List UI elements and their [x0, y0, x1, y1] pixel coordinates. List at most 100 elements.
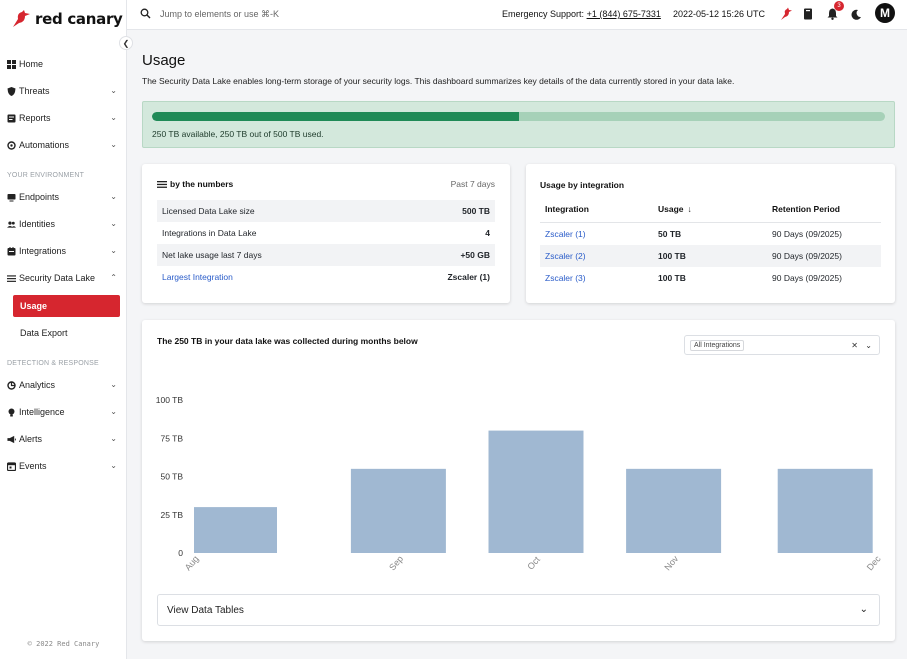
usage-by-integration-title: Usage by integration — [540, 180, 625, 190]
avatar[interactable]: M — [875, 3, 895, 23]
chevron-down-icon: ⌄ — [110, 219, 117, 228]
automation-icon — [7, 140, 16, 150]
sidebar-item-label: Intelligence — [19, 407, 65, 417]
support-phone-link[interactable]: +1 (844) 675-7331 — [586, 9, 661, 19]
bar-sep[interactable] — [350, 468, 446, 553]
sidebar-item-home[interactable]: Home — [7, 54, 120, 74]
storage-summary: 250 TB available, 250 TB out of 500 TB u… — [152, 129, 324, 139]
sidebar-item-label: Security Data Lake — [19, 273, 96, 283]
search-input[interactable] — [160, 7, 380, 21]
column-header-usage[interactable]: Usage ↓ — [658, 204, 692, 214]
integration-link[interactable]: Zscaler (3) — [545, 273, 586, 283]
chevron-down-icon: ⌄ — [110, 192, 117, 201]
chevron-down-icon: ⌄ — [110, 434, 117, 443]
sidebar-subitem-data-export[interactable]: Data Export — [20, 328, 68, 338]
grid-icon — [7, 59, 16, 69]
sidebar: red canary ❮ Home Threats ⌄ Reports ⌄ Automat… — [0, 0, 133, 659]
sidebar-item-intelligence[interactable]: Intelligence ⌄ — [7, 402, 120, 422]
sidebar-item-label: Automations — [19, 140, 70, 150]
integration-link[interactable]: Zscaler (2) — [545, 251, 586, 261]
current-datetime: 2022-05-12 15:26 UTC — [673, 9, 766, 19]
sidebar-item-events[interactable]: Events ⌄ — [7, 456, 120, 476]
stat-value: Zscaler (1) — [447, 272, 490, 282]
sidebar-item-alerts[interactable]: Alerts ⌄ — [7, 429, 120, 449]
canary-alert-icon[interactable] — [778, 6, 794, 22]
monthly-usage-bar-chart: 0 25 TB 50 TB 75 TB 100 TB Aug Sep Oct Nov Dec — [156, 395, 883, 573]
stat-label[interactable]: Largest Integration — [162, 272, 233, 282]
moon-icon[interactable] — [848, 6, 864, 22]
red-canary-logo[interactable]: red canary — [10, 9, 123, 29]
storage-progress-fill — [152, 112, 519, 121]
bar-dec[interactable] — [777, 468, 873, 553]
shield-icon — [7, 86, 16, 96]
stat-row: Largest Integration Zscaler (1) — [157, 266, 495, 288]
usage-value: 100 TB — [658, 251, 686, 261]
chevron-down-icon: ⌄ — [110, 86, 117, 95]
sidebar-item-identities[interactable]: Identities ⌄ — [7, 214, 120, 234]
retention-value: 90 Days (09/2025) — [772, 229, 842, 239]
stat-row: Licensed Data Lake size 500 TB — [157, 200, 495, 222]
selected-filter-chip: All Integrations — [690, 340, 745, 351]
chevron-down-icon: ⌄ — [110, 461, 117, 470]
sidebar-item-threats[interactable]: Threats ⌄ — [7, 81, 120, 101]
usage-by-integration-card: Usage by integration Integration Usage ↓… — [526, 164, 895, 303]
view-data-tables-accordion[interactable]: View Data Tables ⌄ — [157, 594, 880, 626]
storage-progress-bar — [152, 112, 885, 121]
search-icon[interactable] — [140, 8, 151, 19]
integration-link[interactable]: Zscaler (1) — [545, 229, 586, 239]
collapse-sidebar-button[interactable]: ❮ — [119, 36, 133, 50]
x-tick-label: Oct — [525, 554, 542, 572]
page-description: The Security Data Lake enables long-term… — [142, 76, 735, 86]
view-data-tables-label: View Data Tables — [167, 605, 244, 616]
chevron-up-icon: ⌃ — [110, 273, 117, 282]
retention-value: 90 Days (09/2025) — [772, 251, 842, 261]
sidebar-item-label: Integrations — [19, 246, 67, 256]
sidebar-item-label: Analytics — [19, 380, 56, 390]
sidebar-item-label: Endpoints — [19, 192, 60, 202]
clear-filter-icon[interactable]: ✕ — [851, 341, 858, 350]
sidebar-item-analytics[interactable]: Analytics ⌄ — [7, 375, 120, 395]
page-title: Usage — [142, 52, 186, 69]
sidebar-item-label: Threats — [19, 86, 50, 96]
section-your-environment: YOUR ENVIRONMENT — [7, 172, 85, 179]
book-icon[interactable] — [800, 6, 816, 22]
bar-aug[interactable] — [194, 507, 277, 553]
sidebar-item-security-data-lake[interactable]: Security Data Lake ⌃ — [7, 268, 120, 288]
x-tick-label: Aug — [183, 554, 201, 573]
integrations-icon — [7, 246, 16, 256]
chevron-down-icon[interactable]: ⌄ — [865, 341, 872, 350]
sidebar-item-label: Reports — [19, 113, 51, 123]
sidebar-item-label: Alerts — [19, 434, 43, 444]
users-icon — [7, 220, 16, 229]
topbar: Emergency Support: +1 (844) 675-7331 202… — [127, 0, 907, 30]
sidebar-item-endpoints[interactable]: Endpoints ⌄ — [7, 187, 120, 207]
usage-value: 100 TB — [658, 273, 686, 283]
bar-nov[interactable] — [626, 468, 722, 553]
x-tick-label: Sep — [387, 554, 405, 573]
chart-title: The 250 TB in your data lake was collect… — [157, 336, 418, 346]
sidebar-item-label: Events — [19, 461, 47, 471]
integration-filter-select[interactable]: All Integrations ✕ ⌄ — [684, 335, 880, 355]
monthly-collection-card: The 250 TB in your data lake was collect… — [142, 320, 895, 641]
sidebar-item-integrations[interactable]: Integrations ⌄ — [7, 241, 120, 261]
by-the-numbers-card: by the numbers Past 7 days Licensed Data… — [142, 164, 510, 303]
column-header-retention[interactable]: Retention Period — [772, 204, 841, 214]
table-row: Zscaler (1) 50 TB 90 Days (09/2025) — [540, 223, 881, 245]
sort-down-arrow-icon: ↓ — [687, 204, 692, 214]
document-icon — [7, 114, 16, 123]
table-row: Zscaler (2) 100 TB 90 Days (09/2025) — [540, 245, 881, 267]
stat-label: Integrations in Data Lake — [162, 228, 257, 238]
chevron-down-icon: ⌄ — [110, 113, 117, 122]
column-header-integration[interactable]: Integration — [545, 204, 589, 214]
stacked-lines-icon — [157, 180, 167, 188]
bell-icon[interactable] — [824, 6, 840, 22]
period-label: Past 7 days — [450, 179, 495, 189]
sidebar-subitem-usage[interactable]: Usage — [13, 295, 120, 317]
support-label: Emergency Support: — [502, 9, 585, 19]
endpoints-icon — [7, 193, 16, 202]
bar-oct[interactable] — [488, 430, 584, 553]
sidebar-item-reports[interactable]: Reports ⌄ — [7, 108, 120, 128]
sidebar-item-automations[interactable]: Automations ⌄ — [7, 135, 120, 155]
y-tick-label: 100 TB — [156, 395, 184, 405]
stat-value: 500 TB — [462, 206, 490, 216]
